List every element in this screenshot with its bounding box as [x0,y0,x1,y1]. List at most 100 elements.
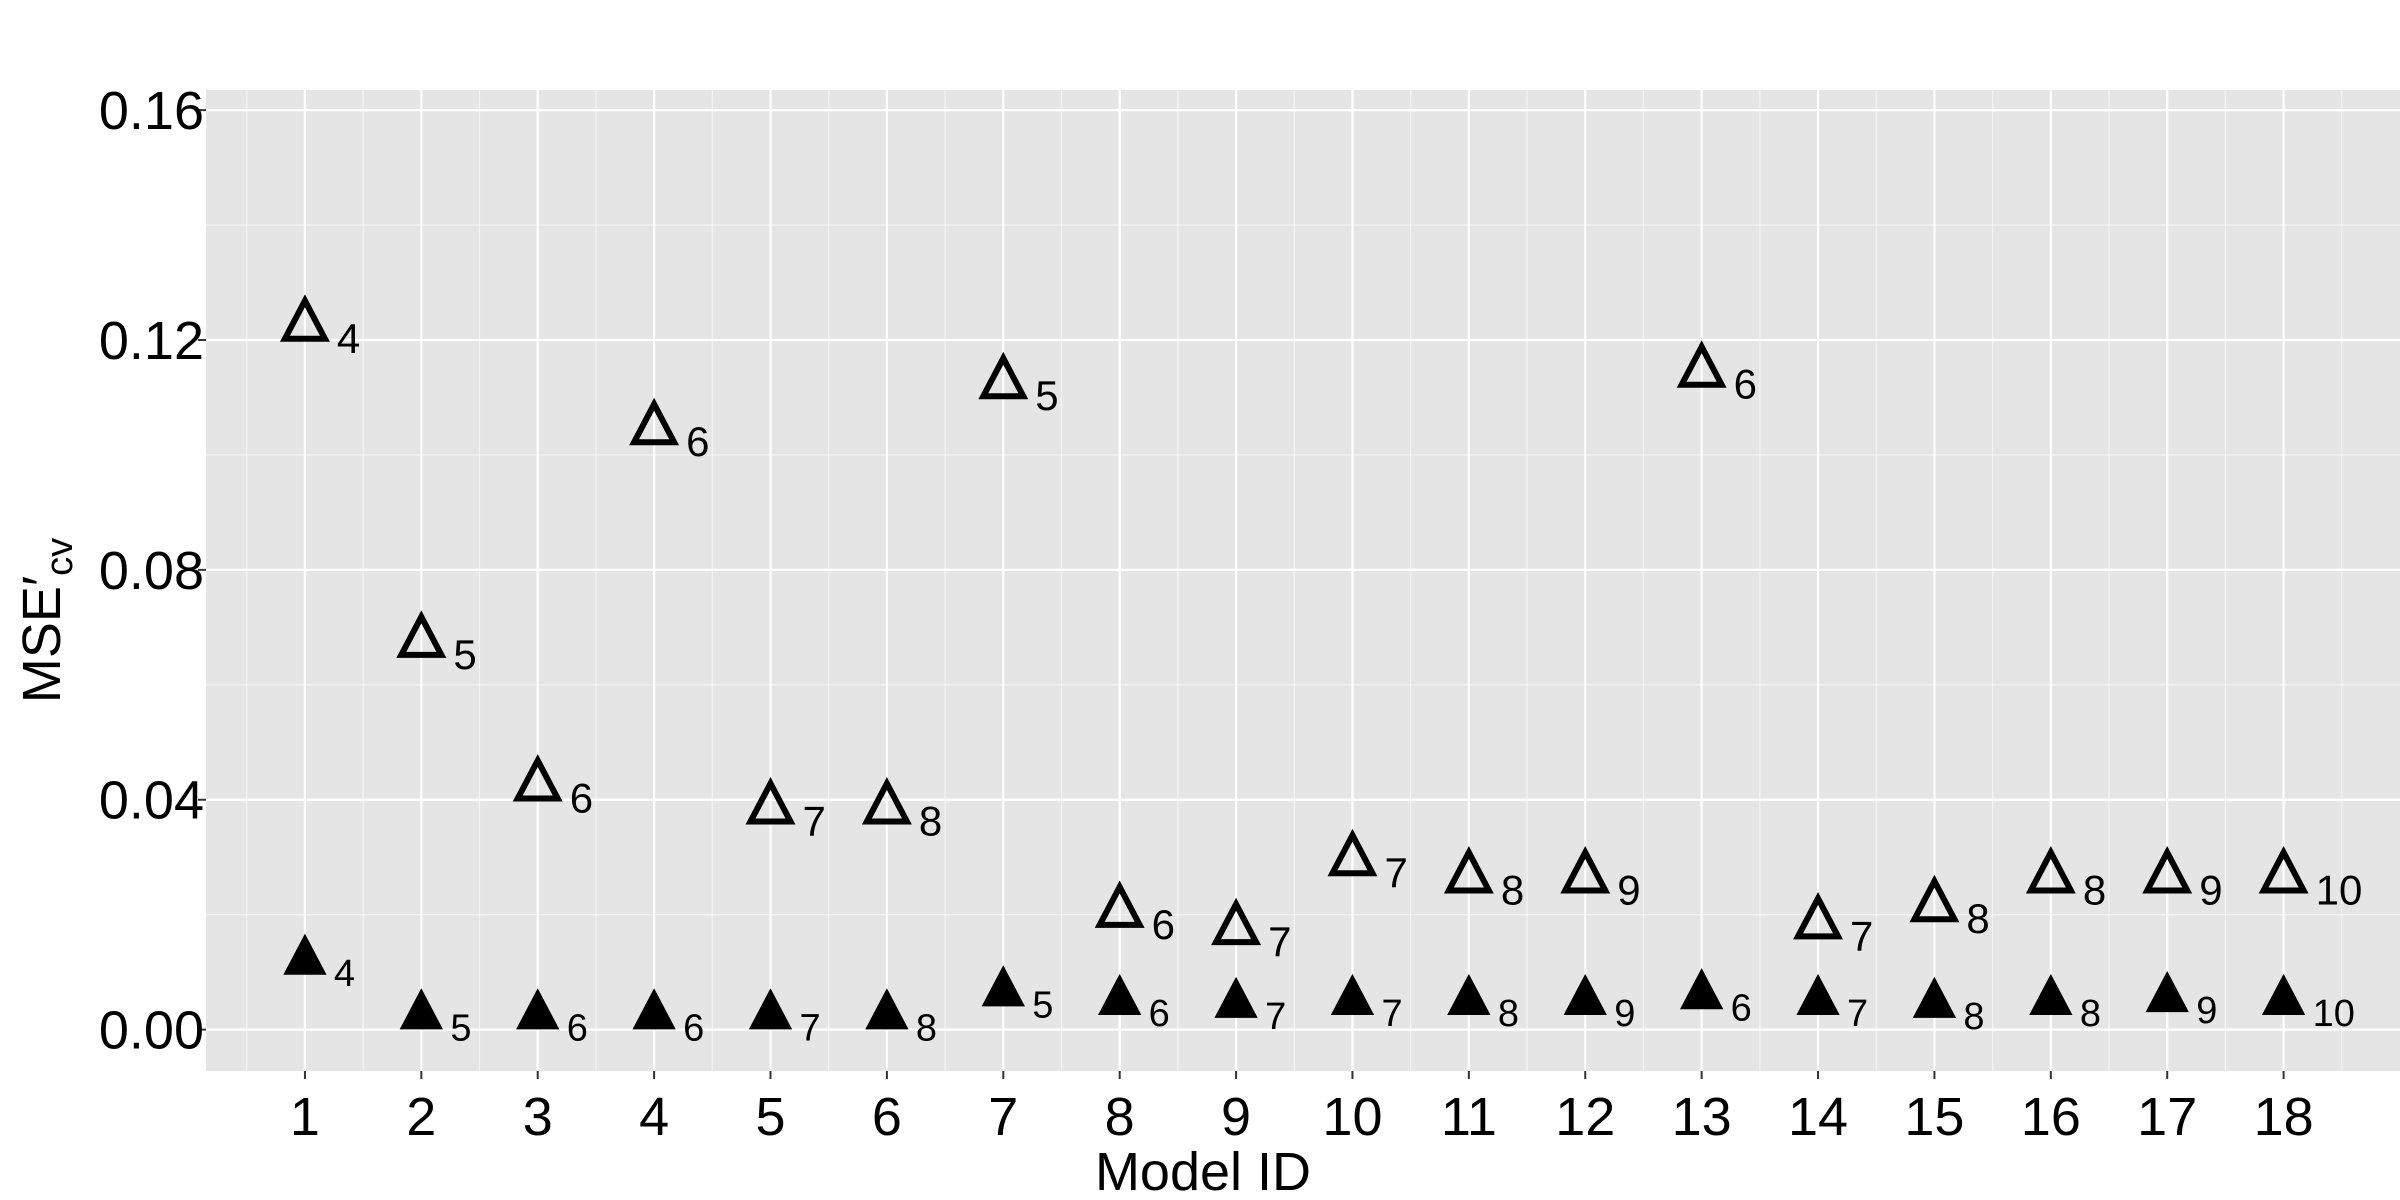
point-label: 6 [567,1007,588,1049]
point-label: 7 [1847,993,1868,1035]
point-label: 8 [1963,996,1984,1038]
major-gridlines [206,90,2400,1071]
point-label: 6 [686,418,709,465]
x-tick-label: 15 [1904,1087,1964,1147]
open-triangle-point [2258,846,2309,894]
point-label: 10 [2316,866,2363,913]
point-label: 9 [1614,993,1635,1035]
point-label: 8 [2083,866,2106,913]
point-label: 8 [916,1007,937,1049]
x-tick-label: 7 [988,1087,1018,1147]
open-triangle-point [1676,340,1727,388]
filled-triangle-point [2261,973,2306,1016]
x-tick-label: 5 [755,1087,785,1147]
x-axis-title: Model ID [1095,1142,1311,1200]
x-tick-label: 9 [1221,1087,1251,1147]
open-triangle-point [1094,880,1145,928]
point-label: 7 [803,797,826,844]
point-label: 8 [1966,895,1989,942]
point-label: 8 [1501,866,1524,913]
open-triangle-point [1327,828,1378,877]
point-label: 7 [800,1007,821,1049]
open-triangle-point [861,777,912,825]
open-triangle-point [1560,846,1611,894]
point-label: 6 [1734,361,1757,408]
x-tick-label: 6 [872,1087,902,1147]
point-label: 5 [1035,372,1058,419]
point-label: 7 [1381,993,1402,1035]
filled-triangle-point [1912,976,1957,1018]
point-label: 8 [2080,993,2101,1035]
x-tick-label: 18 [2254,1087,2314,1147]
x-axis-ticks: 1 2 3 4 5 6 7 8 9 10 11 12 13 14 15 16 17 18 [290,1071,2314,1147]
point-label: 9 [2196,990,2217,1032]
filled-triangle-point [1447,973,1491,1016]
y-tick-label: 0.00 [99,1001,204,1061]
open-triangle-point [512,754,563,802]
open-triangle-point [2142,846,2193,894]
filled-triangle-point [1330,973,1375,1016]
point-label: 6 [1731,987,1752,1029]
filled-triangle-point [1098,973,1142,1016]
point-label: 6 [1149,993,1170,1035]
point-label: 7 [1265,996,1286,1038]
filled-triangle-point [1796,973,1840,1016]
x-tick-label: 13 [1672,1087,1732,1147]
open-triangle-point [1793,891,1844,940]
open-triangle-point [1211,897,1262,946]
x-tick-label: 4 [639,1087,669,1147]
filled-triangle-point [283,933,327,975]
y-axis-ticks: 0.00 0.04 0.08 0.12 0.16 [99,81,206,1061]
point-label: 9 [2199,866,2222,913]
point-label: 7 [1384,849,1407,896]
filled-triangle-point [981,965,1025,1007]
x-tick-label: 2 [406,1087,436,1147]
x-tick-label: 17 [2137,1087,2197,1147]
open-triangle-point [1443,846,1494,894]
point-label: 8 [919,797,942,844]
y-tick-label: 0.16 [99,81,204,141]
open-triangle-point [2025,846,2076,894]
open-triangle-point [745,777,796,825]
filled-triangle-point [1563,973,1607,1016]
point-label: 10 [2313,993,2355,1035]
open-triangle-point [279,294,330,342]
x-tick-label: 10 [1322,1087,1382,1147]
filled-triangle-point [748,988,793,1030]
filled-triangle-point [399,988,443,1030]
point-label: 7 [1268,918,1291,965]
filled-triangle-point [1679,968,1724,1010]
x-tick-label: 11 [1441,1087,1497,1147]
open-triangle-point [396,610,447,658]
y-axis-title-subscript: cv [39,538,81,576]
filled-triangle-point [865,988,909,1030]
x-tick-label: 1 [290,1087,320,1147]
filled-triangle-point [2145,970,2189,1013]
open-triangle-point [1909,874,1960,923]
point-label: 5 [1032,984,1053,1026]
data-points: 4 5 6 6 7 8 5 6 7 7 8 9 6 7 8 8 9 10 4 5 6 6 7 8 5 6 7 7 8 9 6 7 8 8 9 10 [279,294,2363,1049]
y-tick-label: 0.12 [99,311,204,371]
point-label: 7 [1850,912,1873,959]
minor-gridlines [206,90,2400,1071]
filled-triangle-point [516,988,560,1030]
point-label: 6 [570,775,593,822]
point-label: 6 [683,1007,704,1049]
x-tick-label: 3 [523,1087,553,1147]
y-tick-label: 0.08 [99,541,204,601]
point-label: 5 [453,631,476,678]
point-label: 5 [450,1007,471,1049]
point-label: 4 [334,953,355,995]
x-tick-label: 8 [1105,1087,1135,1147]
x-tick-label: 16 [2021,1087,2081,1147]
point-label: 9 [1617,866,1640,913]
plot-panel [206,90,2400,1071]
y-axis-title-main: MSE′ [12,576,72,703]
point-label: 8 [1498,993,1519,1035]
filled-triangle-point [1214,976,1258,1018]
x-tick-label: 12 [1555,1087,1615,1147]
filled-triangle-point [2029,973,2073,1016]
point-label: 4 [337,315,360,362]
point-label: 6 [1152,901,1175,948]
